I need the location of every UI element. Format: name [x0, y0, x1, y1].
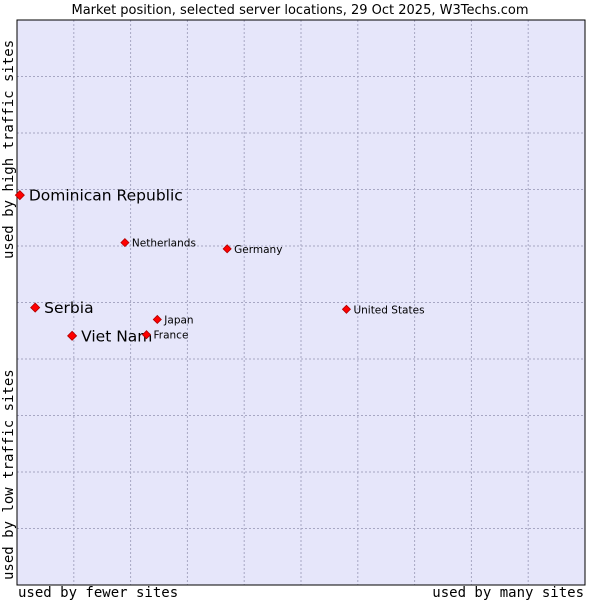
- x-axis-label-right: used by many sites: [432, 585, 584, 600]
- point-group-serbia: Serbia: [30, 299, 94, 317]
- point-label-dominican-republic: Dominican Republic: [29, 187, 183, 205]
- point-label-viet-nam: Viet Nam: [81, 327, 152, 345]
- point-group-dominican-republic: Dominican Republic: [14, 187, 183, 205]
- grid-layer: [17, 20, 585, 585]
- point-group-united-states: United States: [341, 304, 425, 316]
- point-marker-germany: [222, 244, 232, 254]
- point-label-united-states: United States: [353, 304, 424, 316]
- point-group-netherlands: Netherlands: [120, 238, 196, 250]
- point-group-germany: Germany: [222, 244, 282, 256]
- point-label-germany: Germany: [234, 244, 282, 256]
- point-group-japan: Japan: [152, 314, 194, 326]
- point-marker-viet-nam: [67, 330, 78, 341]
- point-label-japan: Japan: [163, 314, 193, 326]
- chart-title: Market position, selected server locatio…: [71, 3, 528, 18]
- point-marker-netherlands: [120, 238, 130, 248]
- point-marker-japan: [152, 314, 162, 325]
- y-axis-label-top: used by high traffic sites: [1, 40, 17, 259]
- point-label-netherlands: Netherlands: [132, 238, 196, 250]
- point-label-serbia: Serbia: [44, 299, 93, 317]
- point-marker-serbia: [30, 302, 41, 313]
- point-marker-france: [141, 330, 152, 340]
- point-marker-dominican-republic: [14, 190, 25, 201]
- plot-border: [16, 19, 586, 586]
- point-group-viet-nam: Viet Nam: [67, 327, 152, 345]
- points-layer: Dominican Republic Netherlands Germany Serb…: [14, 187, 425, 345]
- x-axis-label-left: used by fewer sites: [18, 585, 178, 600]
- point-label-france: France: [154, 330, 189, 342]
- point-marker-united-states: [341, 304, 352, 314]
- y-axis-label-bottom: used by low traffic sites: [1, 369, 17, 580]
- point-group-france: France: [141, 330, 189, 342]
